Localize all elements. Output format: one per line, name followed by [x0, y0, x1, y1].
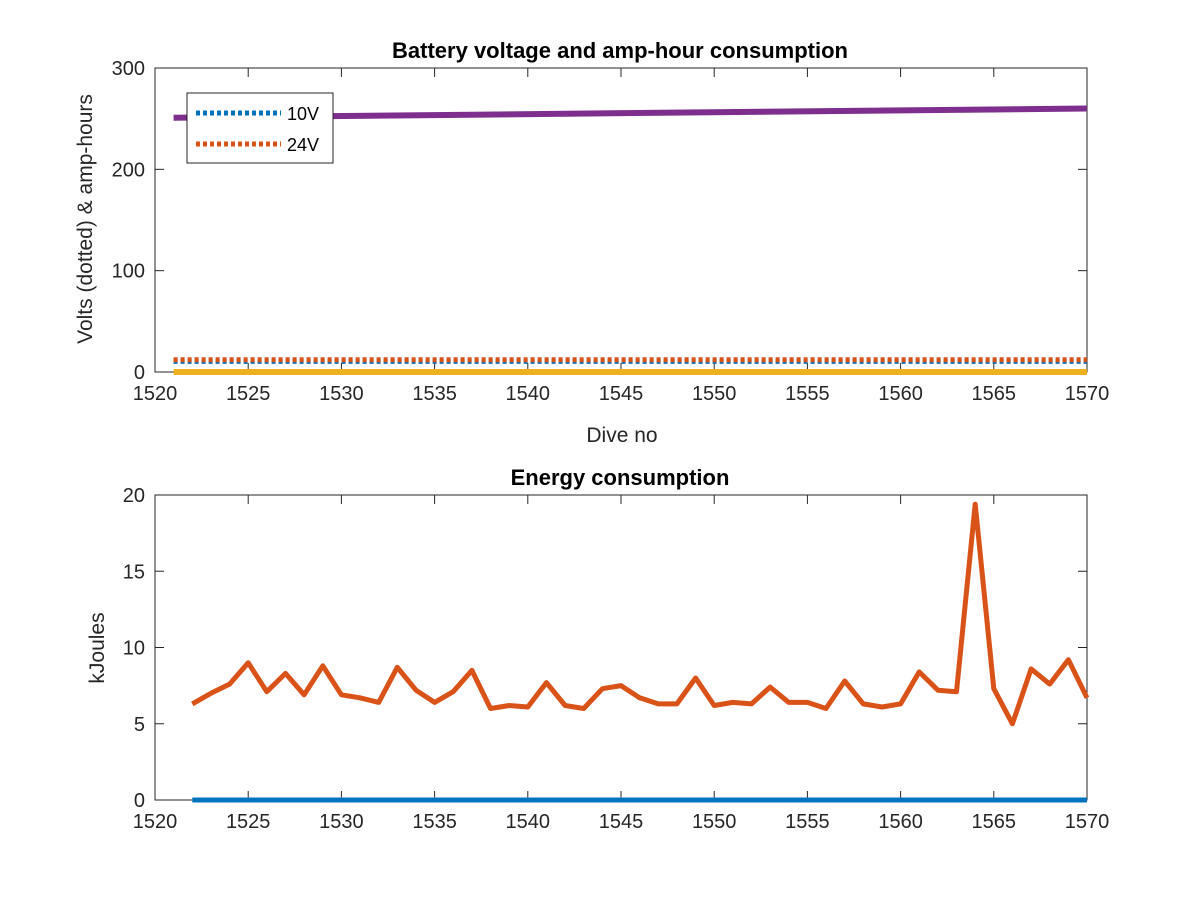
plot2-x-tick-label: 1520 — [133, 811, 178, 833]
plot1-y-tick-label: 0 — [134, 362, 145, 384]
plot2-y-tick-label: 0 — [134, 790, 145, 812]
plot1-x-tick-label: 1540 — [506, 383, 551, 405]
plot2-x-tick-label: 1560 — [878, 811, 923, 833]
plot2-ylabel: kJoules — [86, 612, 109, 683]
plot2-series-0-line — [191, 501, 1090, 727]
plot2-title: Energy consumption — [511, 465, 730, 490]
plot1-x-tick-label: 1555 — [785, 383, 830, 405]
plot2-y-tick-label: 5 — [134, 714, 145, 736]
energy-consumption-plot: Energy consumption kJoules 1520 1525 1530 1… — [86, 465, 1109, 833]
plot1-xlabel: Dive no — [586, 424, 657, 447]
legend-label-10v: 10V — [287, 104, 319, 124]
plot1-y-tick-label: 300 — [112, 58, 145, 80]
plot1-ylabel: Volts (dotted) & amp-hours — [74, 94, 97, 344]
plot2-y-tick-label: 15 — [123, 561, 145, 583]
plot1-y-tick-label: 100 — [112, 261, 145, 283]
plot1-x-tick-label: 1525 — [226, 383, 271, 405]
plot1-x-tick-label: 1520 — [133, 383, 178, 405]
plot1-x-tick-label: 1565 — [972, 383, 1017, 405]
plot2-x-tick-label: 1545 — [599, 811, 644, 833]
plot1-y-tick-label: 200 — [112, 159, 145, 181]
battery-voltage-plot: Battery voltage and amp-hour consumption… — [74, 38, 1109, 447]
legend-label-24v: 24V — [287, 135, 319, 155]
plot1-title: Battery voltage and amp-hour consumption — [392, 38, 848, 63]
plot1-x-tick-label: 1560 — [878, 383, 923, 405]
plot1-x-tick-label: 1545 — [599, 383, 644, 405]
plot2-x-tick-label: 1540 — [506, 811, 551, 833]
plot1-legend: 10V 24V — [186, 92, 334, 164]
plot2-x-tick-label: 1530 — [319, 811, 364, 833]
plot2-x-tick-label: 1550 — [692, 811, 737, 833]
plot2-x-tick-label: 1570 — [1065, 811, 1110, 833]
plot1-x-tick-label: 1535 — [412, 383, 457, 405]
plot2-x-tick-label: 1555 — [785, 811, 830, 833]
plot2-x-tick-label: 1565 — [972, 811, 1017, 833]
plot2-y-tick-label: 10 — [123, 638, 145, 660]
plot1-x-tick-label: 1570 — [1065, 383, 1110, 405]
plot2-y-tick-label: 20 — [123, 485, 145, 507]
plot2-x-tick-label: 1535 — [412, 811, 457, 833]
plot1-x-tick-label: 1550 — [692, 383, 737, 405]
plot2-x-tick-label: 1525 — [226, 811, 271, 833]
plot1-x-tick-label: 1530 — [319, 383, 364, 405]
legend-box — [186, 92, 334, 164]
